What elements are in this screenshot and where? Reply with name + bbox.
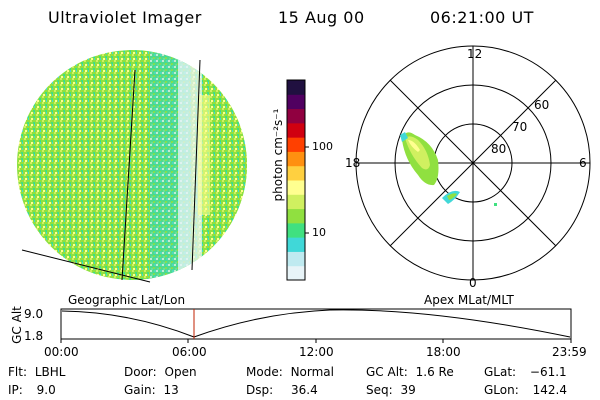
y-tick-high: 9.0	[24, 307, 44, 321]
mode-label: Mode:	[246, 365, 283, 379]
colorbar-segment	[287, 208, 305, 224]
terminator-line	[191, 59, 201, 271]
colorbar-segment	[287, 194, 305, 210]
date-label: 15 Aug 00	[278, 8, 365, 27]
door-value: Open	[164, 365, 197, 379]
gain-field: Gain: 13	[124, 383, 179, 397]
mode-field: Mode: Normal	[246, 365, 334, 379]
glat-value: −61.1	[529, 365, 567, 379]
gc-alt-axis-label: GC Alt	[10, 306, 24, 344]
colorbar-segment	[287, 80, 305, 95]
seq-label: Seq:	[366, 383, 393, 397]
gcalt-value: 1.6 Re	[415, 365, 454, 379]
colorbar-border	[286, 79, 306, 281]
timeline-panel	[60, 308, 572, 343]
colorbar-tick-10: 10	[312, 226, 326, 239]
x-tick-1800: 18:00	[426, 345, 461, 359]
colorbar-unit-label: photon cm⁻²s⁻¹	[271, 108, 285, 202]
door-field: Door: Open	[124, 365, 197, 379]
colorbar-tick-100: 100	[312, 140, 333, 153]
dsp-value: 36.4	[290, 383, 318, 397]
glon-value: 142.4	[532, 383, 567, 397]
glon-field: GLon: 142.4	[484, 383, 567, 397]
colorbar-segment	[287, 222, 305, 238]
y-tick-low: 1.8	[24, 329, 44, 343]
polar-diagonal-2	[389, 79, 557, 247]
colorbar-segment	[287, 165, 305, 181]
lat-label-80: 80	[491, 142, 507, 156]
mlt-label-6: 6	[579, 156, 587, 170]
x-tick-2359: 23:59	[552, 345, 587, 359]
colorbar-segment	[287, 180, 305, 195]
glat-label: GLat:	[484, 365, 517, 379]
lat-label-60: 60	[534, 98, 550, 112]
flt-label: Flt:	[8, 365, 27, 379]
mlt-label-12: 12	[467, 47, 483, 61]
colorbar	[286, 79, 306, 281]
x-tick-0600: 06:00	[172, 345, 207, 359]
x-tick-0000: 00:00	[44, 345, 79, 359]
time-label: 06:21:00 UT	[430, 8, 534, 27]
flt-value: LBHL	[34, 365, 66, 379]
colorbar-segment	[287, 237, 305, 252]
colorbar-segment	[287, 94, 305, 110]
instrument-title: Ultraviolet Imager	[48, 8, 202, 27]
gain-label: Gain:	[124, 383, 156, 397]
door-label: Door:	[124, 365, 157, 379]
colorbar-segment	[287, 151, 305, 167]
geographic-label: Geographic Lat/Lon	[68, 293, 186, 307]
glon-label: GLon:	[484, 383, 519, 397]
ip-field: IP: 9.0	[8, 383, 56, 397]
apex-label: Apex MLat/MLT	[424, 293, 514, 307]
aurora-projection	[400, 132, 497, 206]
glat-field: GLat: −61.1	[484, 365, 567, 379]
dsp-field: Dsp: 36.4	[246, 383, 318, 397]
dsp-label: Dsp:	[246, 383, 274, 397]
uv-disk-image	[17, 50, 247, 283]
x-tick-1200: 12:00	[299, 345, 334, 359]
gcalt-field: GC Alt: 1.6 Re	[366, 365, 454, 379]
mlt-label-18: 18	[345, 156, 361, 170]
gain-value: 13	[163, 383, 179, 397]
lat-label-70: 70	[512, 120, 528, 134]
ip-label: IP:	[8, 383, 23, 397]
polar-plot	[355, 45, 591, 281]
meridian-line	[121, 69, 136, 281]
colorbar-segment	[287, 251, 305, 267]
colorbar-segment	[287, 265, 305, 281]
latitude-line	[21, 249, 151, 283]
flt-field: Flt: LBHL	[8, 365, 65, 379]
altitude-curve	[61, 309, 571, 338]
gcalt-label: GC Alt:	[366, 365, 408, 379]
seq-field: Seq: 39	[366, 383, 416, 397]
colorbar-segment	[287, 108, 305, 124]
mlt-label-0: 0	[469, 276, 477, 290]
colorbar-segment	[287, 122, 305, 138]
colorbar-segment	[287, 137, 305, 152]
seq-value: 39	[400, 383, 416, 397]
mode-value: Normal	[290, 365, 334, 379]
ip-value: 9.0	[36, 383, 56, 397]
